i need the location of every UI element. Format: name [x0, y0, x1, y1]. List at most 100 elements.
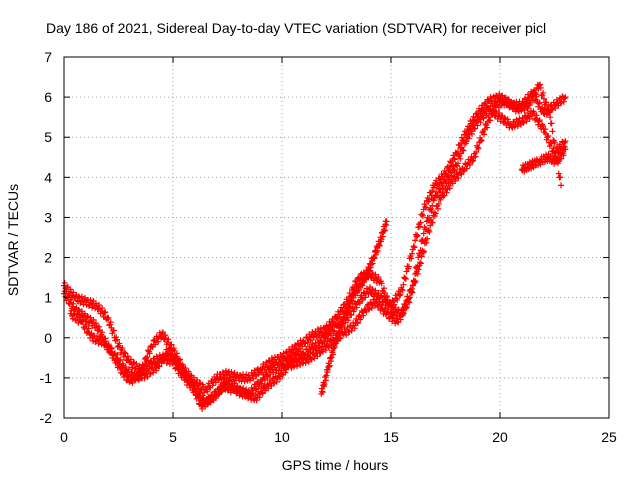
data-point — [67, 296, 74, 303]
data-point — [533, 91, 540, 98]
data-point — [416, 223, 423, 230]
data-point — [537, 81, 544, 88]
data-point — [422, 203, 429, 210]
data-point — [562, 138, 569, 145]
data-point — [299, 343, 306, 350]
data-point — [502, 94, 509, 101]
data-point — [321, 381, 328, 388]
data-point — [465, 135, 472, 142]
data-point — [207, 399, 214, 406]
data-point — [101, 309, 108, 316]
data-point — [124, 353, 131, 360]
data-point — [473, 149, 480, 156]
data-point — [381, 227, 388, 234]
data-point — [454, 160, 461, 167]
data-point — [354, 320, 361, 327]
data-point — [267, 371, 274, 378]
data-point — [204, 400, 211, 407]
data-point — [487, 117, 494, 124]
data-point — [171, 352, 178, 359]
data-point — [545, 107, 552, 114]
data-point — [403, 303, 410, 310]
x-tick-label: 5 — [169, 429, 177, 445]
y-tick-label: 7 — [44, 49, 52, 65]
data-point — [61, 288, 68, 295]
data-point — [420, 249, 427, 256]
data-point — [258, 369, 265, 376]
data-point — [141, 363, 148, 370]
data-point — [107, 319, 114, 326]
data-point — [384, 293, 391, 300]
data-point — [463, 165, 470, 172]
data-point — [402, 275, 409, 282]
data-point — [548, 120, 555, 127]
data-point — [498, 114, 505, 121]
data-point — [501, 114, 508, 121]
data-point — [562, 146, 569, 153]
data-point — [477, 138, 484, 145]
data-point — [294, 363, 301, 370]
data-point — [426, 228, 433, 235]
data-point — [455, 175, 462, 182]
data-point — [168, 348, 175, 355]
data-point — [351, 325, 358, 332]
data-point — [186, 375, 193, 382]
data-point — [121, 349, 128, 356]
data-point — [99, 305, 106, 312]
data-point — [325, 342, 332, 349]
data-point — [560, 152, 567, 159]
data-point — [537, 84, 544, 91]
x-tick-labels: 0 5 10 15 20 25 — [60, 429, 617, 445]
data-point — [451, 155, 458, 162]
data-point — [267, 362, 274, 369]
data-point — [70, 300, 77, 307]
data-point — [458, 171, 465, 178]
data-point — [330, 328, 337, 335]
data-point — [144, 373, 151, 380]
data-point — [425, 217, 432, 224]
data-point — [359, 282, 366, 289]
data-point — [105, 341, 112, 348]
data-point — [530, 97, 537, 104]
data-point — [191, 374, 198, 381]
data-point — [144, 353, 151, 360]
data-point — [326, 362, 333, 369]
data-point — [424, 235, 431, 242]
data-point — [347, 303, 354, 310]
data-point — [174, 357, 181, 364]
y-tick-label: 5 — [44, 129, 52, 145]
data-point — [514, 123, 521, 130]
data-point — [435, 205, 442, 212]
data-point — [114, 351, 121, 358]
data-point — [536, 117, 543, 124]
data-point — [428, 208, 435, 215]
data-point — [307, 337, 314, 344]
y-tick-label: 2 — [44, 250, 52, 266]
data-point — [297, 356, 304, 363]
data-point — [540, 89, 547, 96]
data-point — [451, 156, 458, 163]
data-point — [421, 201, 428, 208]
data-point — [85, 325, 92, 332]
y-tick-labels: -2 -1 0 1 2 3 4 5 6 7 — [40, 49, 53, 426]
data-point — [102, 338, 109, 345]
data-point — [397, 291, 404, 298]
data-point — [451, 166, 458, 173]
data-point — [380, 285, 387, 292]
data-point — [153, 367, 160, 374]
data-point — [417, 219, 424, 226]
data-point — [122, 363, 129, 370]
data-point — [143, 358, 150, 365]
data-point — [432, 210, 439, 217]
data-point — [562, 94, 569, 101]
data-point — [417, 260, 424, 267]
data-point — [487, 103, 494, 110]
data-point — [508, 98, 515, 105]
data-point — [156, 363, 163, 370]
data-point — [155, 338, 162, 345]
data-point — [552, 105, 559, 112]
data-point — [162, 332, 169, 339]
data-point — [141, 375, 148, 382]
y-tick-label: 4 — [44, 169, 52, 185]
